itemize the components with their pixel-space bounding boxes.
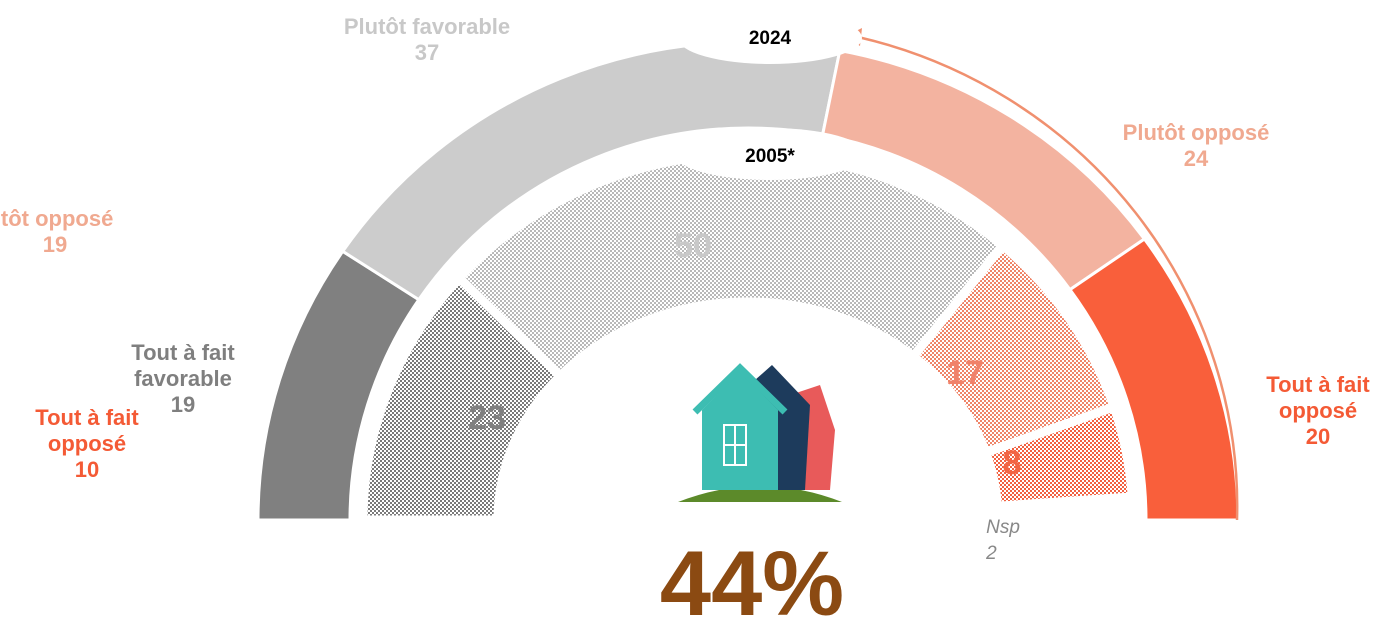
year-bubble bbox=[675, 128, 865, 180]
label-text: 37 bbox=[414, 40, 440, 65]
headline: 44% bbox=[660, 533, 844, 625]
trend-arrow bbox=[857, 35, 1239, 521]
value-label: 23 bbox=[468, 399, 506, 437]
label-text: Tout à fait opposé bbox=[1266, 372, 1370, 423]
label-text: 8 bbox=[1002, 444, 1022, 482]
category-label: Plutôt opposé 24 bbox=[1123, 120, 1270, 172]
label-text: Nsp bbox=[986, 517, 1020, 538]
value-label: 8 bbox=[1002, 444, 1022, 482]
label-text: Plutôt opposé bbox=[0, 206, 114, 231]
label-text: 19 bbox=[170, 392, 196, 417]
ring-segment bbox=[1067, 236, 1240, 522]
value-label: 17 bbox=[946, 354, 984, 392]
label-text: 17 bbox=[946, 354, 984, 392]
label-text: Tout à fait opposé bbox=[35, 405, 139, 456]
category-label: Plutôt favorable 37 bbox=[344, 14, 510, 66]
label-text: 50 bbox=[674, 227, 712, 265]
value-label: 50 bbox=[674, 227, 712, 265]
label-text: 10 bbox=[74, 457, 100, 482]
label-text: 2 bbox=[986, 543, 997, 564]
label-text: 23 bbox=[468, 399, 506, 437]
label-text: 19 bbox=[42, 232, 68, 257]
annotation: Tout à fait opposé 10 bbox=[17, 405, 157, 483]
label-text: 20 bbox=[1305, 424, 1331, 449]
year-label: 2005* bbox=[745, 146, 795, 167]
year-label: 2024 bbox=[749, 28, 792, 49]
label-text: Tout à fait favorable bbox=[131, 340, 235, 391]
ring-segment bbox=[992, 492, 1138, 525]
ring-segment bbox=[452, 149, 1009, 383]
year-bubble bbox=[678, 12, 862, 64]
label-text: Plutôt opposé bbox=[1122, 120, 1270, 145]
label-text: 24 bbox=[1183, 146, 1209, 171]
category-label: Tout à fait favorable 19 bbox=[108, 340, 258, 418]
house-icon bbox=[678, 363, 842, 502]
label-text: Plutôt favorable bbox=[343, 14, 511, 39]
nsp-label: Nsp 2 bbox=[986, 515, 1020, 567]
category-label: Tout à fait opposé 20 bbox=[1253, 372, 1383, 450]
